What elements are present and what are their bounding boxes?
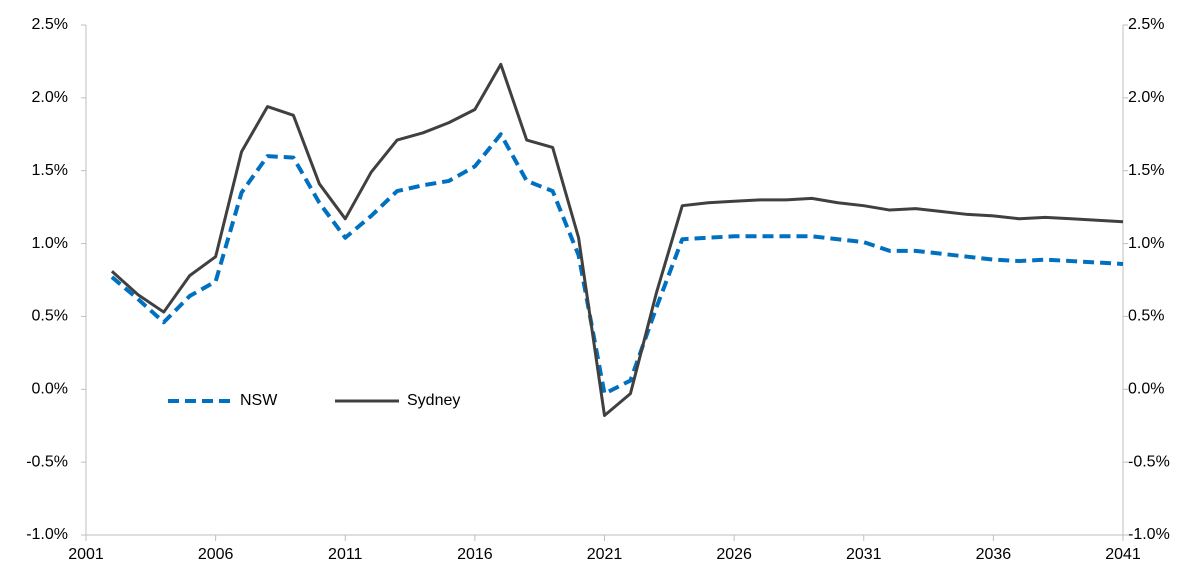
y2-tick-label: 1.5%	[1128, 162, 1164, 179]
y-tick-label: -0.5%	[26, 453, 68, 470]
y-tick-label: 0.5%	[32, 308, 68, 325]
x-tick-label: 2001	[68, 546, 104, 563]
x-tick-label: 2041	[1105, 546, 1141, 563]
y2-tick-label: 0.5%	[1128, 308, 1164, 325]
y2-tick-label: -0.5%	[1128, 453, 1170, 470]
y2-tick-label: 0.0%	[1128, 381, 1164, 398]
y2-tick-label: 1.0%	[1128, 235, 1164, 252]
y-tick-label: 2.5%	[32, 16, 68, 33]
x-tick-label: 2006	[198, 546, 234, 563]
legend-label: NSW	[240, 392, 278, 409]
x-tick-label: 2011	[328, 546, 363, 563]
line-series	[110, 62, 1124, 418]
y-tick-label: -1.0%	[26, 526, 68, 543]
x-tick-label: 2016	[457, 546, 493, 563]
x-tick-label: 2026	[716, 546, 752, 563]
x-tick-label: 2036	[976, 546, 1012, 563]
line-series	[110, 132, 1124, 396]
y2-tick-label: 2.5%	[1128, 16, 1164, 33]
y2-tick-label: -1.0%	[1128, 526, 1170, 543]
x-tick-label: 2031	[846, 546, 882, 563]
y-tick-label: 1.5%	[32, 162, 68, 179]
x-tick-label: 2021	[587, 546, 623, 563]
y-tick-label: 2.0%	[32, 89, 68, 106]
y-tick-label: 1.0%	[32, 235, 68, 252]
y2-tick-label: 2.0%	[1128, 89, 1164, 106]
legend-label: Sydney	[407, 392, 460, 409]
y-tick-label: 0.0%	[32, 381, 68, 398]
